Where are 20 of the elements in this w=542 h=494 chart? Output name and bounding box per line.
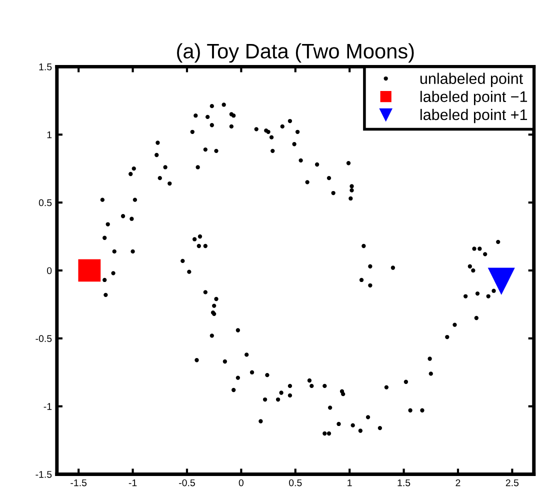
- legend-label: labeled point −1: [420, 90, 528, 106]
- legend-label: unlabeled point: [420, 72, 523, 88]
- legend-label: labeled point +1: [420, 108, 528, 124]
- x-tick-label: -1: [128, 479, 137, 486]
- x-tick-label: 2: [456, 479, 460, 486]
- y-tick-label: -1.5: [36, 471, 52, 478]
- y-tick-label: 1.5: [39, 64, 52, 70]
- y-tick-label: 0: [47, 267, 52, 274]
- y-tick-label: 1: [47, 131, 52, 138]
- x-tick-label: -0.5: [179, 479, 195, 486]
- x-tick-label: -1.5: [70, 479, 87, 486]
- y-tick-label: -1: [44, 403, 52, 410]
- chart-title: (a) Toy Data (Two Moons): [177, 43, 414, 63]
- y-tick-label: 0.5: [38, 199, 52, 206]
- x-tick-label: 0: [238, 479, 244, 486]
- x-tick-label: 0.5: [289, 479, 302, 486]
- x-tick-label: 1: [348, 479, 352, 486]
- y-tick-label: -0.5: [36, 335, 52, 342]
- x-tick-label: 1.5: [398, 479, 410, 486]
- x-tick-label: 2.5: [506, 479, 519, 486]
